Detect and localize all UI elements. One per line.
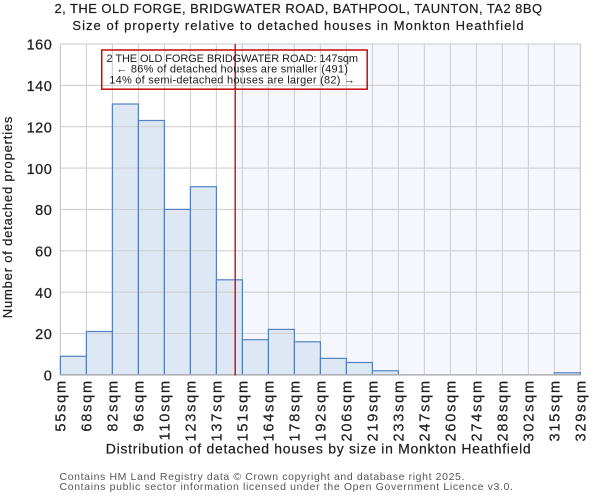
svg-text:192sqm: 192sqm (314, 379, 330, 441)
svg-text:Distribution of detached house: Distribution of detached houses by size … (106, 441, 532, 457)
svg-text:82sqm: 82sqm (106, 379, 122, 432)
svg-text:2, THE OLD FORGE, BRIDGWATER R: 2, THE OLD FORGE, BRIDGWATER ROAD, BATHP… (54, 1, 542, 16)
svg-text:← 86% of detached houses are s: ← 86% of detached houses are smaller (49… (116, 64, 348, 76)
svg-text:206sqm: 206sqm (340, 379, 356, 441)
svg-text:164sqm: 164sqm (262, 379, 278, 441)
svg-text:14% of semi-detached houses ar: 14% of semi-detached houses are larger (… (109, 74, 355, 86)
svg-text:Contains public sector informa: Contains public sector information licen… (60, 481, 514, 493)
svg-text:274sqm: 274sqm (470, 379, 486, 441)
svg-text:260sqm: 260sqm (444, 379, 460, 441)
svg-text:2 THE OLD FORGE BRIDGWATER ROA: 2 THE OLD FORGE BRIDGWATER ROAD: 147sqm (107, 53, 358, 65)
svg-text:0: 0 (44, 369, 53, 385)
svg-text:329sqm: 329sqm (574, 379, 590, 441)
svg-text:Number of detached properties: Number of detached properties (0, 116, 15, 318)
svg-text:40: 40 (35, 286, 52, 302)
svg-text:219sqm: 219sqm (366, 379, 382, 441)
svg-text:315sqm: 315sqm (548, 379, 564, 441)
svg-text:233sqm: 233sqm (392, 379, 408, 441)
svg-text:302sqm: 302sqm (522, 379, 538, 441)
svg-text:60: 60 (35, 245, 52, 261)
svg-text:151sqm: 151sqm (236, 379, 252, 441)
svg-text:Size of property relative to d: Size of property relative to detached ho… (72, 18, 524, 33)
svg-text:247sqm: 247sqm (418, 379, 434, 441)
svg-text:120: 120 (27, 120, 53, 136)
svg-text:288sqm: 288sqm (496, 379, 512, 441)
svg-text:80: 80 (35, 203, 52, 219)
svg-text:20: 20 (35, 327, 52, 343)
svg-text:110sqm: 110sqm (158, 379, 174, 440)
svg-text:137sqm: 137sqm (210, 379, 226, 441)
svg-text:140: 140 (27, 79, 53, 95)
svg-text:Contains HM Land Registry data: Contains HM Land Registry data © Crown c… (60, 471, 466, 483)
svg-text:123sqm: 123sqm (184, 379, 200, 441)
svg-text:68sqm: 68sqm (80, 379, 96, 432)
svg-text:100: 100 (27, 162, 53, 178)
svg-text:160: 160 (27, 38, 53, 54)
svg-text:55sqm: 55sqm (54, 379, 70, 432)
svg-text:178sqm: 178sqm (288, 379, 304, 441)
svg-text:96sqm: 96sqm (132, 379, 148, 432)
